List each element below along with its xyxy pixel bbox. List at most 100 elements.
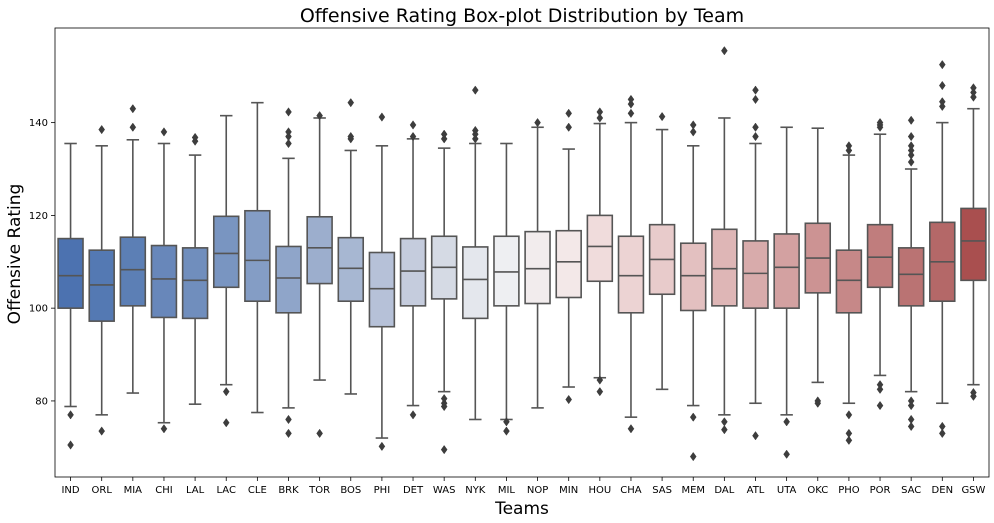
x-tick-label: SAS [652,485,672,496]
outlier-point [222,387,230,397]
box-lac [212,215,240,289]
outlier-point [285,138,292,149]
x-tick-label: CHI [155,485,172,496]
x-tick-label: BOS [340,485,361,496]
outlier-point [907,131,915,142]
outlier-point [689,451,697,462]
outlier-point [689,412,697,422]
box-gsw [960,207,987,282]
box-uta [773,233,800,309]
outlier-point [721,425,728,435]
x-tick-label: CHA [620,485,642,496]
outlier-point [876,400,884,411]
outlier-point [409,120,417,130]
outlier-point [440,445,448,455]
outlier-point [721,417,728,427]
x-tick-label: IND [61,485,79,496]
outlier-point [845,141,853,151]
outlier-point [907,141,915,151]
y-axis-label: Offensive Rating [5,184,25,325]
x-tick-label: ORL [92,485,113,496]
x-tick-label: DAL [714,485,734,496]
x-tick-label: POR [870,485,891,496]
outlier-point [783,417,790,427]
plot-area: 80 100 120 140 IND ORL MIA CHI LAL LAC CLE BRK TOR BO… [29,27,990,496]
x-tick-label: NOP [527,485,548,496]
y-tick-label: 140 [29,118,48,129]
outlier-point [129,104,137,114]
x-tick-label: ATL [747,485,765,496]
outlier-point [845,435,853,445]
x-tick-label: NYK [465,485,486,496]
outlier-point [970,87,977,98]
x-tick-label: WAS [433,485,456,496]
outlier-point [347,131,355,142]
outlier-point [907,150,915,160]
x-tick-label: DET [403,485,424,496]
outlier-point [440,134,448,144]
outlier-point [565,122,573,132]
y-tick-label: 80 [35,396,48,407]
box-brk [275,245,302,314]
outlier-point [222,418,230,428]
outlier-point [285,428,292,439]
outlier-point [67,440,74,450]
outlier-point [970,92,977,102]
outlier-point [752,131,759,142]
outlier-point [471,85,479,95]
x-axis-label: Teams [494,499,549,519]
outlier-point [285,414,292,425]
outlier-point [596,387,604,397]
x-tick-label: HOU [588,485,611,496]
box-bos [337,236,365,303]
outlier-point [907,157,915,167]
box-sac [897,247,925,307]
outlier-point [409,410,417,420]
box-nop [524,230,551,305]
outlier-point [98,426,106,436]
outlier-point [596,113,604,123]
outlier-point [876,117,884,128]
outlier-point [98,124,106,135]
outlier-point [503,417,510,427]
outlier-point [970,83,977,93]
box-chi [150,244,178,319]
outlier-point [814,398,822,408]
outlier-point [907,400,915,411]
chart-title: Offensive Rating Box-plot Distribution b… [300,5,744,27]
box-atl [742,240,769,309]
box-hou [586,214,614,283]
outlier-point [67,410,74,420]
x-tick-label: BRK [278,485,299,496]
outlier-point [970,391,977,401]
box-ind [57,237,84,309]
outlier-point [938,101,946,112]
outlier-point [191,132,199,143]
outlier-point [285,131,292,142]
box-cha [617,235,645,314]
outlier-point [440,129,448,139]
x-tick-label: SAC [901,485,921,496]
x-tick-label: PHO [838,485,860,496]
outlier-point [627,94,635,105]
outlier-point [316,428,323,439]
outlier-point [471,125,479,136]
outlier-point [845,410,853,420]
outlier-point [783,449,790,459]
box-por [866,223,894,289]
outlier-point [503,426,510,436]
outlier-point [938,428,946,439]
outlier-point [160,424,168,434]
outlier-point [907,115,915,125]
outlier-point [285,107,292,117]
box-mil [493,235,520,307]
box-lal [181,247,209,320]
outlier-point [627,99,635,109]
outlier-point [627,108,635,118]
x-tick-label: CLE [248,485,267,496]
outlier-point [565,108,573,118]
outlier-point [689,127,697,137]
outlier-point [378,441,386,452]
x-tick-label: OKC [807,485,828,496]
